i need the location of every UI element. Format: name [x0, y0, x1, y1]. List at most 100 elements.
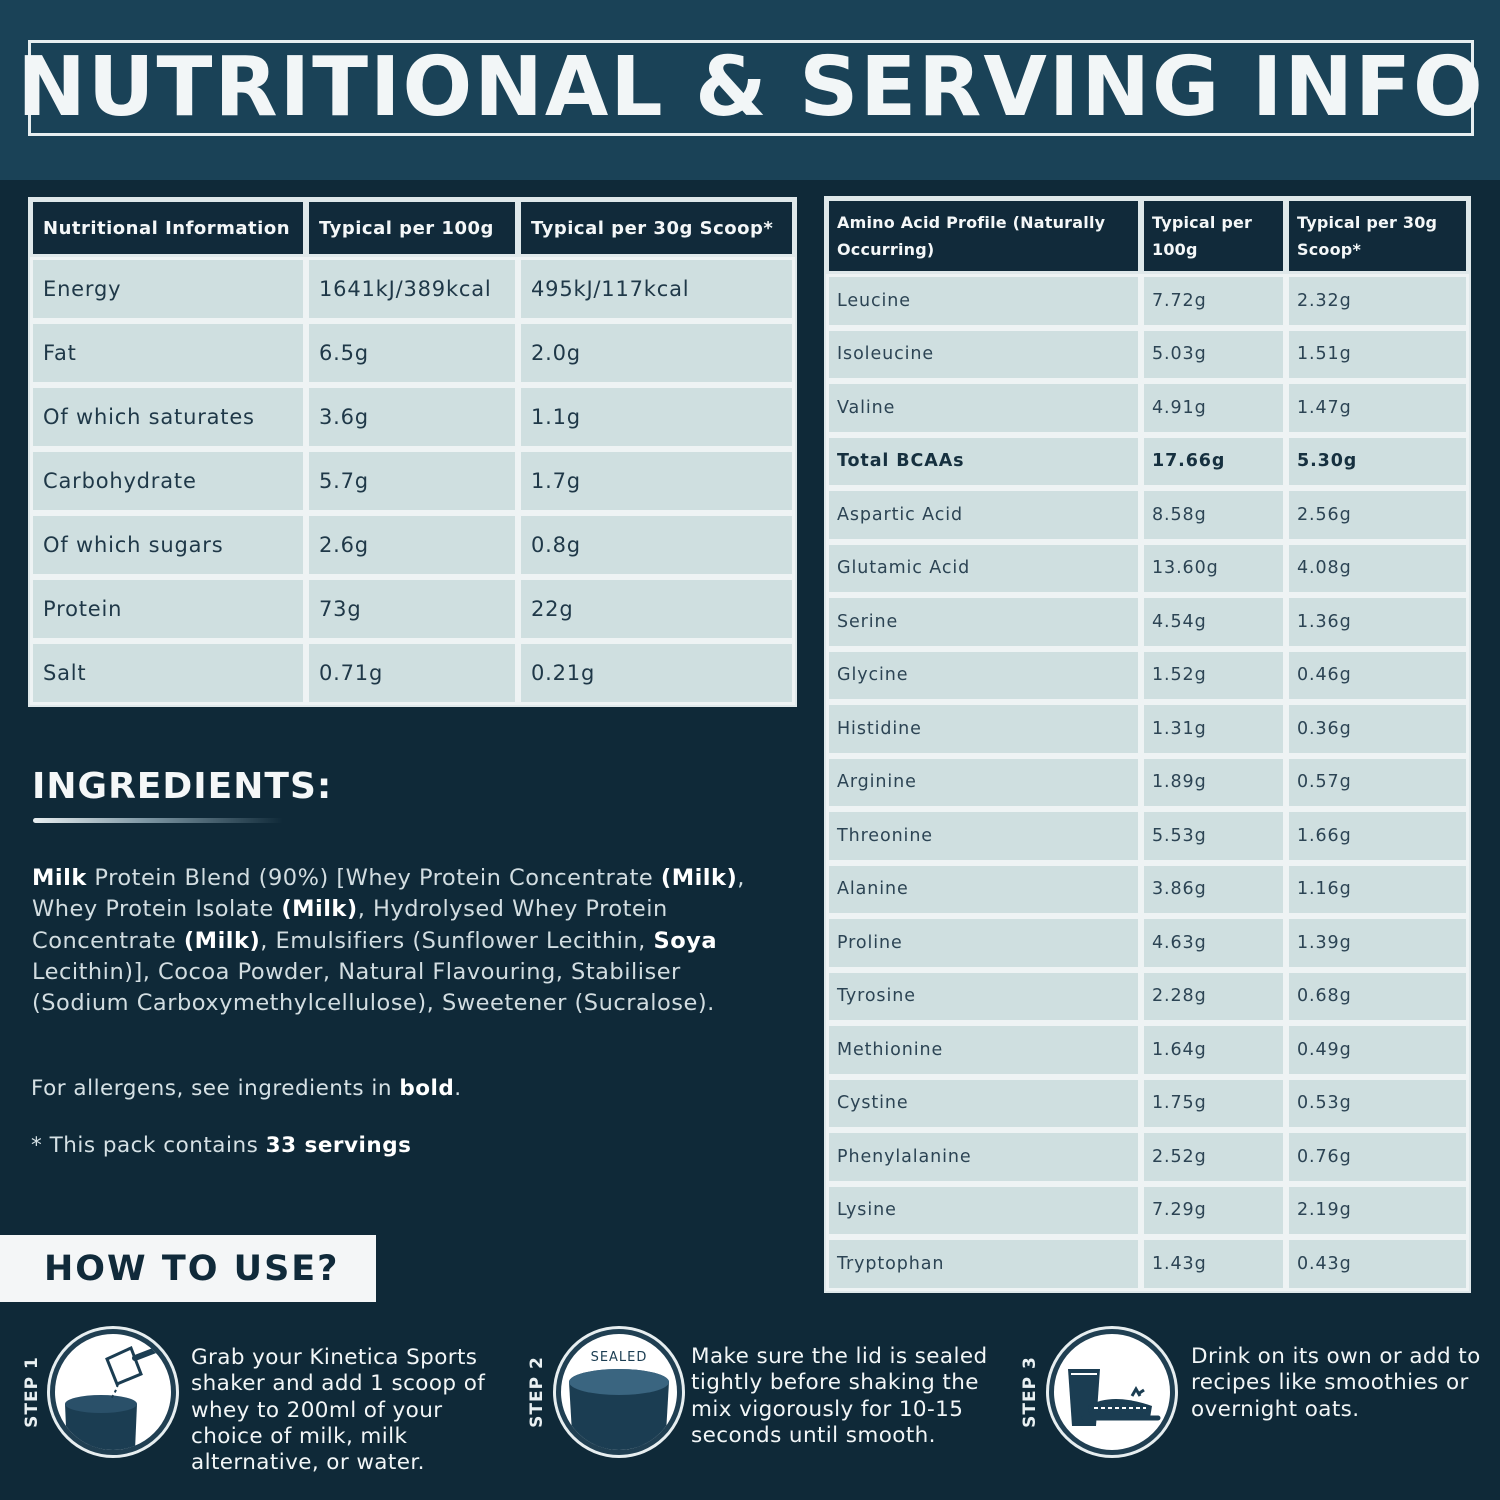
- amino-row-cell: 5.53g: [1141, 809, 1286, 863]
- allergen-word: (Milk): [281, 896, 358, 923]
- amino-row-cell: 0.53g: [1286, 1076, 1469, 1130]
- amino-row-cell: 1.16g: [1286, 862, 1469, 916]
- amino-row-cell: 2.28g: [1141, 969, 1286, 1023]
- nutrition-row-cell: 2.0g: [518, 321, 795, 385]
- servings-count: 33 servings: [265, 1133, 412, 1158]
- amino-row-cell: 2.19g: [1286, 1183, 1469, 1237]
- amino-row: Glycine 1.52g 0.46g: [826, 648, 1469, 702]
- amino-row-cell: Isoleucine: [826, 327, 1141, 381]
- nutrition-row-cell: Of which sugars: [30, 513, 306, 577]
- amino-row-cell: Glycine: [826, 648, 1141, 702]
- amino-row-cell: Arginine: [826, 755, 1141, 809]
- amino-row-cell: Phenylalanine: [826, 1130, 1141, 1184]
- nutrition-row-cell: 3.6g: [306, 385, 518, 449]
- nutrition-row: Of which saturates 3.6g 1.1g: [30, 385, 795, 449]
- amino-row-cell: 1.64g: [1141, 1023, 1286, 1077]
- amino-row-cell: 1.36g: [1286, 595, 1469, 649]
- how-to-use-title: HOW TO USE?: [44, 1248, 340, 1289]
- nutrition-row-cell: 22g: [518, 577, 795, 641]
- nutrition-header-2: Typical per 30g Scoop*: [518, 199, 795, 257]
- amino-row-cell: 4.91g: [1141, 381, 1286, 435]
- amino-row-cell: 0.76g: [1286, 1130, 1469, 1184]
- ingredients-text: Milk Protein Blend (90%) [Whey Protein C…: [32, 863, 767, 1019]
- amino-row-cell: Tryptophan: [826, 1237, 1141, 1291]
- amino-row-cell: Aspartic Acid: [826, 488, 1141, 542]
- amino-row-cell: 1.75g: [1141, 1076, 1286, 1130]
- step-1-label: STEP 1: [22, 1356, 42, 1428]
- ingredient-text-part: Protein Blend (90%) [Whey Protein Concen…: [86, 865, 661, 891]
- nutrition-row-cell: 1641kJ/389kcal: [306, 257, 518, 321]
- sealed-text: SEALED: [591, 1350, 648, 1365]
- ingredients-heading: INGREDIENTS:: [32, 766, 333, 807]
- amino-header-0: Amino Acid Profile (Naturally Occurring): [826, 198, 1141, 274]
- amino-row: Isoleucine 5.03g 1.51g: [826, 327, 1469, 381]
- amino-row-cell: 4.63g: [1141, 916, 1286, 970]
- amino-row-cell: Lysine: [826, 1183, 1141, 1237]
- amino-row-cell: 1.31g: [1141, 702, 1286, 756]
- allergen-note: For allergens, see ingredients in bold.: [31, 1076, 462, 1101]
- nutrition-row-cell: 73g: [306, 577, 518, 641]
- step-3-label: STEP 3: [1020, 1356, 1040, 1428]
- amino-row: Glutamic Acid 13.60g 4.08g: [826, 541, 1469, 595]
- servings-note: * This pack contains 33 servings: [31, 1133, 411, 1158]
- amino-row: Tyrosine 2.28g 0.68g: [826, 969, 1469, 1023]
- nutrition-row: Salt 0.71g 0.21g: [30, 641, 795, 705]
- ingredients-underline: [33, 818, 283, 823]
- amino-row-cell: Alanine: [826, 862, 1141, 916]
- nutrition-row-cell: 0.21g: [518, 641, 795, 705]
- amino-row-cell: Serine: [826, 595, 1141, 649]
- amino-row-cell: 0.68g: [1286, 969, 1469, 1023]
- nutrition-row-cell: Fat: [30, 321, 306, 385]
- amino-row: Valine 4.91g 1.47g: [826, 381, 1469, 435]
- allergen-word: (Milk): [660, 865, 738, 891]
- ingredient-text-part: , Hydrolysed Whey Protein Concentrate: [32, 896, 668, 954]
- step-3-text: Drink on its own or add to recipes like …: [1191, 1344, 1481, 1422]
- amino-row: Proline 4.63g 1.39g: [826, 916, 1469, 970]
- amino-row: Phenylalanine 2.52g 0.76g: [826, 1130, 1469, 1184]
- allergen-word: Milk: [32, 865, 87, 891]
- amino-row: Histidine 1.31g 0.36g: [826, 702, 1469, 756]
- amino-row-cell: Total BCAAs: [826, 434, 1141, 488]
- amino-header-2: Typical per 30g Scoop*: [1286, 198, 1469, 274]
- page-title: NUTRITIONAL & SERVING INFO: [17, 40, 1485, 135]
- amino-row: Cystine 1.75g 0.53g: [826, 1076, 1469, 1130]
- amino-row-cell: Tyrosine: [826, 969, 1141, 1023]
- amino-row-cell: 8.58g: [1141, 488, 1286, 542]
- allergen-suffix: .: [454, 1076, 462, 1101]
- nutrition-row-cell: 1.1g: [518, 385, 795, 449]
- amino-row: Tryptophan 1.43g 0.43g: [826, 1237, 1469, 1291]
- amino-row-cell: 0.43g: [1286, 1237, 1469, 1291]
- amino-row-cell: 1.43g: [1141, 1237, 1286, 1291]
- amino-row-cell: 1.89g: [1141, 755, 1286, 809]
- amino-row-cell: Proline: [826, 916, 1141, 970]
- amino-row-cell: 5.30g: [1286, 434, 1469, 488]
- title-frame: NUTRITIONAL & SERVING INFO: [17, 40, 1483, 136]
- amino-row-cell: 4.08g: [1286, 541, 1469, 595]
- nutrition-row-cell: Protein: [30, 577, 306, 641]
- amino-row-cell: 2.52g: [1141, 1130, 1286, 1184]
- amino-row-cell: 17.66g: [1141, 434, 1286, 488]
- nutrition-header-0: Nutritional Information: [30, 199, 306, 257]
- nutrition-row-cell: 1.7g: [518, 449, 795, 513]
- nutrition-row-cell: 495kJ/117kcal: [518, 257, 795, 321]
- amino-row-cell: 0.46g: [1286, 648, 1469, 702]
- amino-row-cell: 1.47g: [1286, 381, 1469, 435]
- nutrition-row: Carbohydrate 5.7g 1.7g: [30, 449, 795, 513]
- amino-row-cell: 1.66g: [1286, 809, 1469, 863]
- nutrition-table: Nutritional Information Typical per 100g T…: [28, 197, 797, 707]
- amino-row-cell: Histidine: [826, 702, 1141, 756]
- how-to-use-banner: HOW TO USE?: [0, 1235, 376, 1302]
- sealed-shaker-icon: SEALED: [556, 1329, 682, 1455]
- allergen-word: (Milk): [183, 927, 261, 954]
- amino-row-cell: 3.86g: [1141, 862, 1286, 916]
- amino-row: Leucine 7.72g 2.32g: [826, 274, 1469, 328]
- amino-row-cell: 7.29g: [1141, 1183, 1286, 1237]
- amino-row: Arginine 1.89g 0.57g: [826, 755, 1469, 809]
- nutrition-row-cell: Carbohydrate: [30, 449, 306, 513]
- amino-row: Aspartic Acid 8.58g 2.56g: [826, 488, 1469, 542]
- ingredient-text-part: , Emulsifiers (Sunflower Lecithin,: [260, 927, 654, 954]
- amino-row: Threonine 5.53g 1.66g: [826, 809, 1469, 863]
- nutrition-row: Of which sugars 2.6g 0.8g: [30, 513, 795, 577]
- amino-row-cell: Leucine: [826, 274, 1141, 328]
- amino-row-cell: 0.57g: [1286, 755, 1469, 809]
